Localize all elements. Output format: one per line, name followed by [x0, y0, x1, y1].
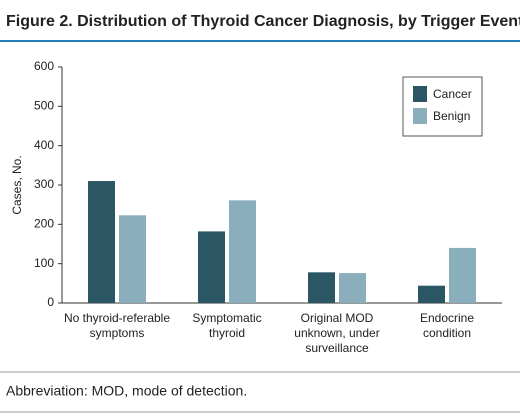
y-tick-label: 0 [47, 295, 54, 309]
y-axis-label: Cases, No. [10, 155, 24, 214]
y-tick-label: 500 [34, 99, 54, 113]
y-tick-label: 600 [34, 59, 54, 73]
legend-label: Benign [433, 109, 470, 123]
y-tick-label: 100 [34, 256, 54, 270]
x-tick-label: Original MOD [301, 311, 374, 325]
bar [418, 285, 445, 303]
y-tick-label: 300 [34, 177, 54, 191]
x-tick-label: No thyroid-referable [64, 311, 170, 325]
bar [88, 181, 115, 303]
bar [449, 247, 476, 303]
chart-title: Figure 2. Distribution of Thyroid Cancer… [6, 13, 520, 30]
x-tick-label: condition [423, 326, 471, 340]
x-tick-label: Symptomatic [192, 311, 261, 325]
legend-label: Cancer [433, 87, 472, 101]
x-tick-label: symptoms [90, 326, 145, 340]
x-tick-label: Endocrine [420, 311, 474, 325]
y-tick-label: 200 [34, 217, 54, 231]
legend-swatch [413, 86, 427, 102]
bar [339, 273, 366, 303]
legend-swatch [413, 108, 427, 124]
bar [119, 215, 146, 303]
x-tick-label: surveillance [305, 341, 369, 355]
bar [198, 231, 225, 303]
legend-box [402, 76, 483, 137]
bar [229, 200, 256, 303]
footnote: Abbreviation: MOD, mode of detection. [6, 383, 247, 399]
bar [308, 272, 335, 303]
y-tick-label: 400 [34, 138, 54, 152]
x-tick-label: unknown, under [294, 326, 379, 340]
x-tick-label: thyroid [209, 326, 245, 340]
